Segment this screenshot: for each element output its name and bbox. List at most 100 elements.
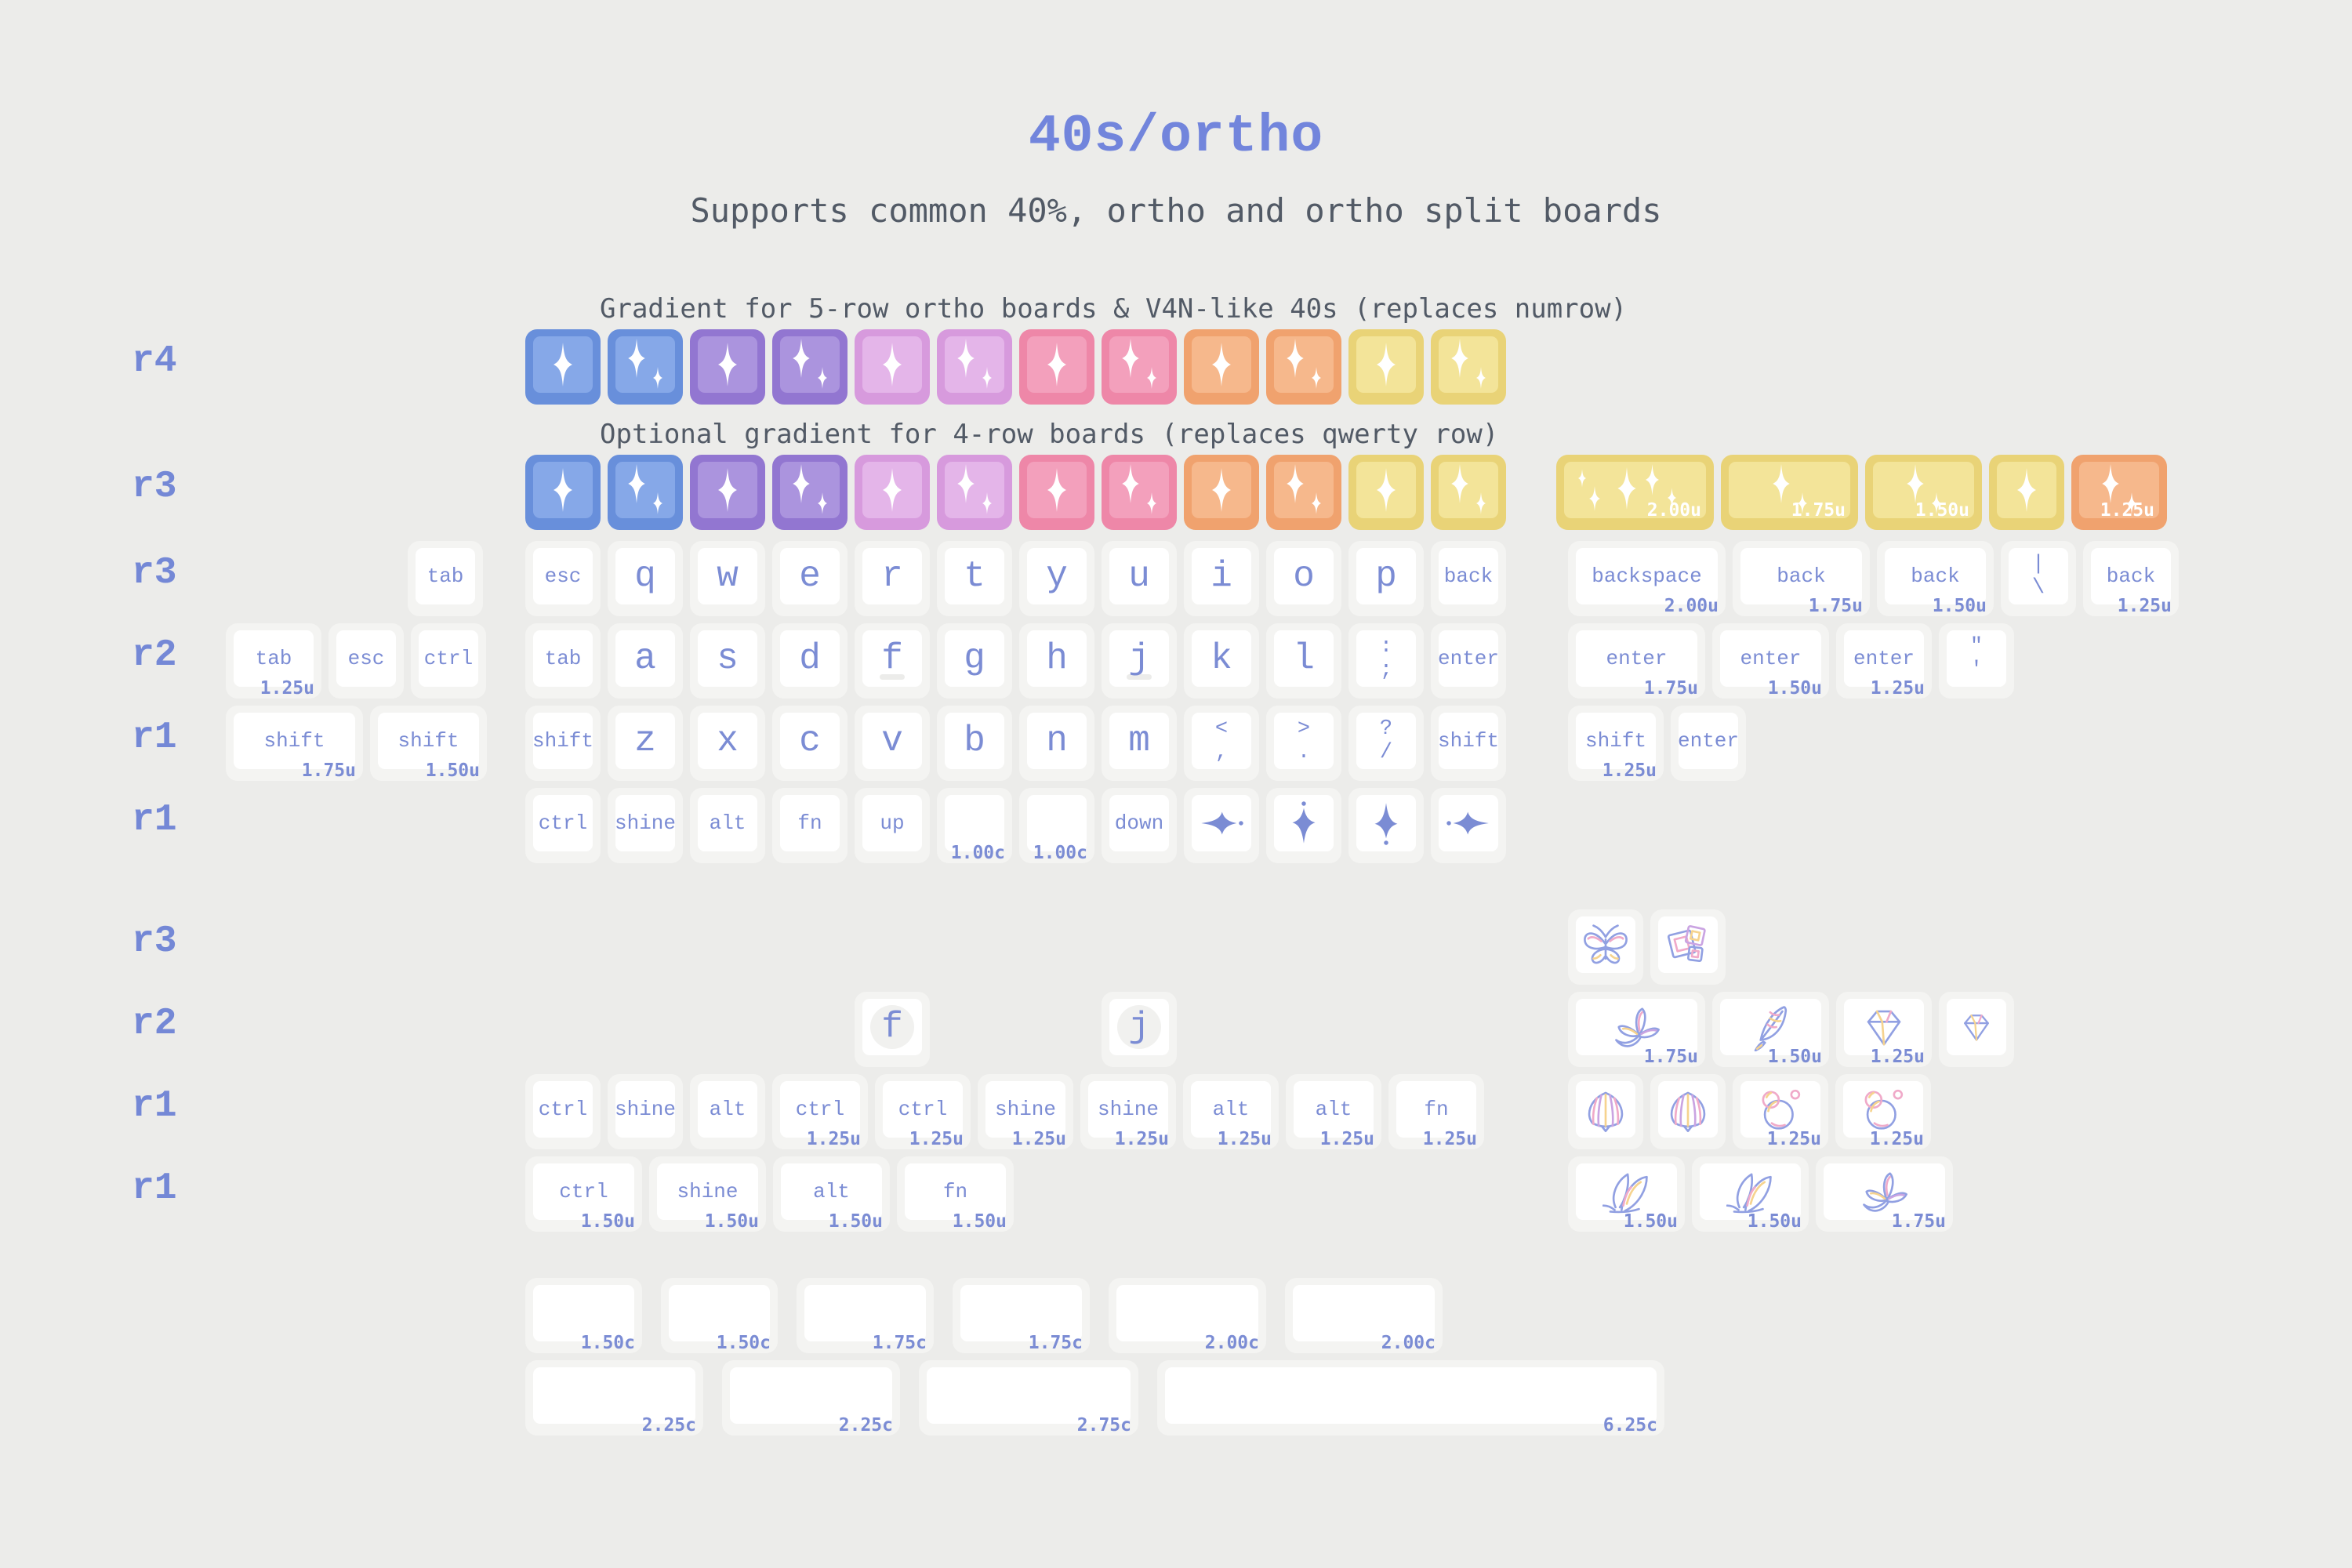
key-legend: j <box>1128 638 1150 679</box>
keycap-face <box>1293 1285 1435 1341</box>
key-space: 2.00c <box>1109 1278 1266 1353</box>
section-caption: Optional gradient for 4-row boards (repl… <box>600 419 1499 450</box>
key-j: j <box>1102 623 1177 699</box>
key-fn: fn 1.25u <box>1388 1074 1484 1149</box>
keycap-face: g <box>945 630 1004 687</box>
keycap-face <box>1116 1285 1258 1341</box>
key-enter: enter <box>1671 706 1746 781</box>
keycap-face: up <box>862 795 922 851</box>
key-legend: enter <box>1740 647 1802 670</box>
key-legend: backspace <box>1592 564 1702 588</box>
sparkle-icon <box>554 468 572 512</box>
key-bubbles: 1.25u <box>1733 1074 1828 1149</box>
butterfly-icon <box>1581 920 1630 969</box>
keycap-face: ? / <box>1356 713 1416 769</box>
lily-icon <box>1860 1167 1909 1216</box>
key-size-label: 2.00c <box>1204 1333 1259 1353</box>
keycap-face: enter <box>1844 630 1924 687</box>
keycap-face <box>1356 795 1416 851</box>
key-shift: shift <box>1431 706 1506 781</box>
key-fn: fn 1.50u <box>897 1156 1014 1232</box>
key-size-label: 1.50u <box>1767 1047 1822 1067</box>
key-shine: shine 1.25u <box>1080 1074 1176 1149</box>
key-legend: alt <box>1212 1098 1250 1121</box>
key-legend: tab <box>544 647 582 670</box>
key-legend: back <box>1443 564 1494 588</box>
keycap-face: back <box>1885 548 1986 604</box>
key-legend: : <box>1379 635 1393 659</box>
key-l: l <box>1266 623 1341 699</box>
keycap-face: r <box>862 548 922 604</box>
key-legend: a <box>634 638 656 679</box>
key-k: k <box>1184 623 1259 699</box>
key-legend: shift <box>1584 729 1646 753</box>
keycap-face: fn <box>905 1163 1006 1220</box>
key-legend: esc <box>544 564 582 588</box>
key-space: 1.75c <box>797 1278 934 1353</box>
key-enter: enter 1.50u <box>1712 623 1829 699</box>
key-legend: down <box>1114 811 1164 835</box>
key-legend: \ <box>2031 576 2045 600</box>
key-legend: ' <box>1969 659 1984 682</box>
key-legend: shift <box>263 729 325 753</box>
key-alt: alt <box>690 1074 765 1149</box>
row-label: r3 <box>132 466 177 508</box>
keycap-face <box>1192 336 1251 393</box>
sparkle-icon <box>883 468 902 512</box>
key-tab: tab <box>408 541 483 616</box>
key-legend: | <box>2031 553 2045 576</box>
key-sparkle-double: 1.50u <box>1865 455 1982 530</box>
keycap-face <box>669 1285 770 1341</box>
key-legend: up <box>880 811 905 835</box>
key-shine: shine 1.25u <box>978 1074 1073 1149</box>
key-legend: ctrl <box>559 1180 608 1203</box>
key-size-label: 1.25u <box>1011 1129 1066 1149</box>
key-sparkle <box>1019 455 1094 530</box>
keycap-face <box>1109 462 1169 518</box>
key-tab: tab <box>525 623 601 699</box>
key-blank: 1.00c <box>937 788 1012 863</box>
sparkle-double-icon <box>1451 339 1486 390</box>
key-space: 2.00c <box>1285 1278 1443 1353</box>
homing-bar <box>1127 674 1152 680</box>
key-legend: < <box>1214 717 1229 741</box>
keycap-face: l <box>1274 630 1334 687</box>
keycap-face <box>945 336 1004 393</box>
key-lily: 1.75u <box>1568 992 1705 1067</box>
key-legend: ctrl <box>538 811 588 835</box>
keycap-face: tab <box>234 630 314 687</box>
key-legend: / <box>1379 741 1393 764</box>
keycap-face: d <box>780 630 840 687</box>
keycap-face <box>1027 795 1087 851</box>
row-label: r1 <box>132 1167 177 1210</box>
key-legend: shine <box>1097 1098 1159 1121</box>
keycap-face <box>1274 336 1334 393</box>
key-size-label: 1.25u <box>2117 596 2172 616</box>
keycap-face: back <box>1439 548 1498 604</box>
key-shift: shift <box>525 706 601 781</box>
keycap-face: back <box>1740 548 1862 604</box>
key-legend: c <box>799 720 821 761</box>
keycap-face: j <box>1109 999 1169 1055</box>
key-sparkle <box>1184 329 1259 405</box>
key-legend: y <box>1046 556 1068 597</box>
key-pipe: | \ <box>2001 541 2076 616</box>
key-semicolon: :; <box>1348 623 1424 699</box>
key-enter: enter <box>1431 623 1506 699</box>
key-sparkle-double <box>937 455 1012 530</box>
key-size-label: 6.25c <box>1602 1415 1657 1436</box>
keycap-face: c <box>780 713 840 769</box>
key-size-label: 2.00u <box>1664 596 1719 616</box>
key-size-label: 1.50u <box>1747 1211 1802 1232</box>
sparkle-icon <box>718 343 737 387</box>
key-size-label: 1.00c <box>1033 843 1087 863</box>
key-sparkle <box>690 455 765 530</box>
keycap-face <box>1439 462 1498 518</box>
key-size-label: 1.25u <box>1602 760 1657 781</box>
key-sparkle <box>1989 455 2064 530</box>
keycap-face: tab <box>416 548 475 604</box>
key-size-label: 1.25u <box>806 1129 861 1149</box>
key-legend: . <box>1297 741 1311 764</box>
keycap-face: f <box>862 999 922 1055</box>
key-legend: ctrl <box>898 1098 948 1121</box>
